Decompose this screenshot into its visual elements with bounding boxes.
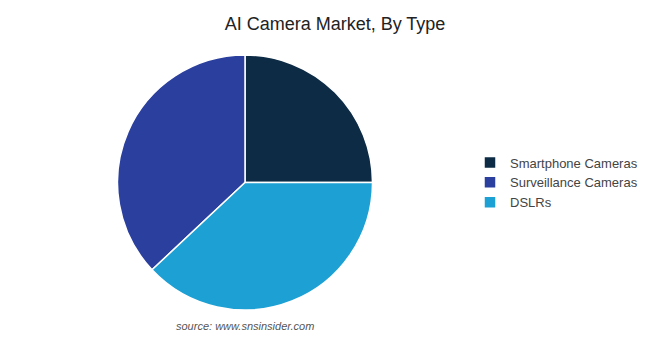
svg-text:Smartphone Cameras: Smartphone Cameras xyxy=(510,156,638,171)
svg-text:AI Camera Market, By Type: AI Camera Market, By Type xyxy=(225,14,446,34)
svg-text:DSLRs: DSLRs xyxy=(510,195,552,210)
svg-text:Surveillance Cameras: Surveillance Cameras xyxy=(510,175,638,190)
svg-text:source: www.snsinsider.com: source: www.snsinsider.com xyxy=(176,320,314,332)
